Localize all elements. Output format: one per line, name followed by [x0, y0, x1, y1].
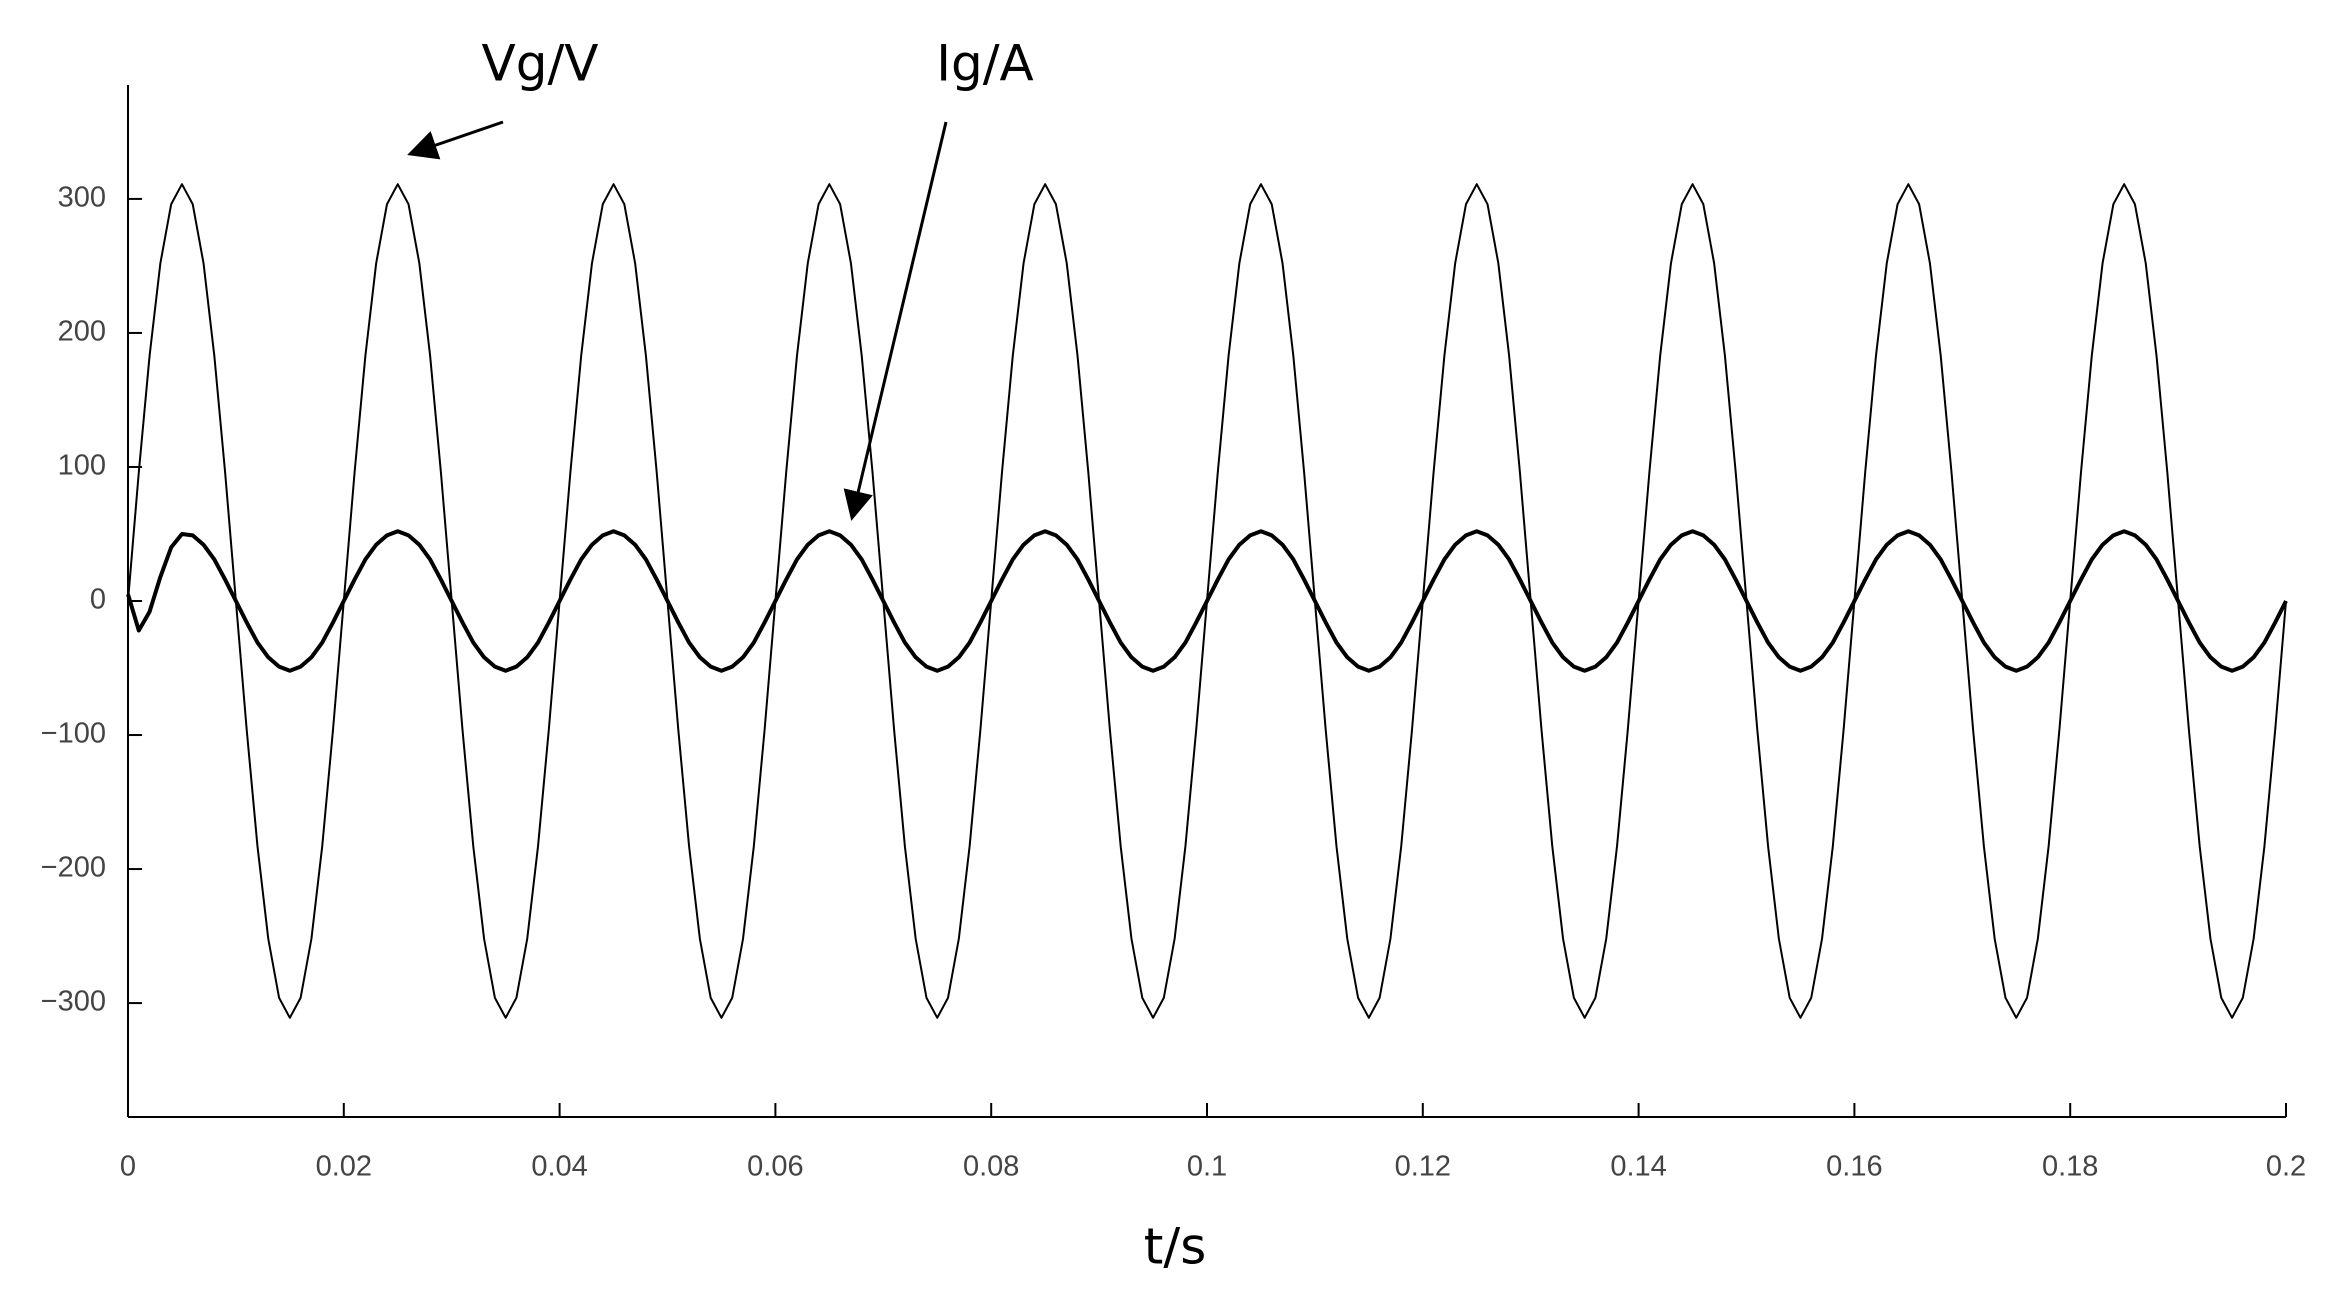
y-tick-label: −200 [41, 852, 106, 884]
x-axis-label: t/s [1144, 1218, 1207, 1276]
x-tick-label: 0.02 [316, 1151, 372, 1183]
series-line [126, 529, 2288, 673]
x-tick-label: 0.06 [747, 1151, 803, 1183]
x-tick-label: 0.12 [1395, 1151, 1451, 1183]
x-tick-label: 0 [120, 1151, 136, 1183]
y-tick-label: −100 [41, 718, 106, 750]
y-tick-label: 0 [90, 584, 106, 616]
y-tick-label: 200 [58, 316, 106, 348]
x-tick-label: 0.18 [2042, 1151, 2098, 1183]
annotation-arrow [407, 120, 504, 160]
x-tick-label: 0.08 [963, 1151, 1019, 1183]
y-tick-label: 300 [58, 182, 106, 214]
x-tick-label: 0.04 [531, 1151, 587, 1183]
x-tick-label: 0.16 [1826, 1151, 1882, 1183]
annotation: Vg/V [482, 35, 599, 93]
x-tick-label: 0.1 [1187, 1151, 1227, 1183]
x-tick-label: 0.2 [2266, 1151, 2306, 1183]
y-tick-label: 100 [58, 450, 106, 482]
annotation-arrow [843, 121, 948, 521]
x-tick-label: 0.14 [1610, 1151, 1666, 1183]
annotation: Ig/A [936, 35, 1034, 93]
y-tick-label: −300 [41, 986, 106, 1018]
